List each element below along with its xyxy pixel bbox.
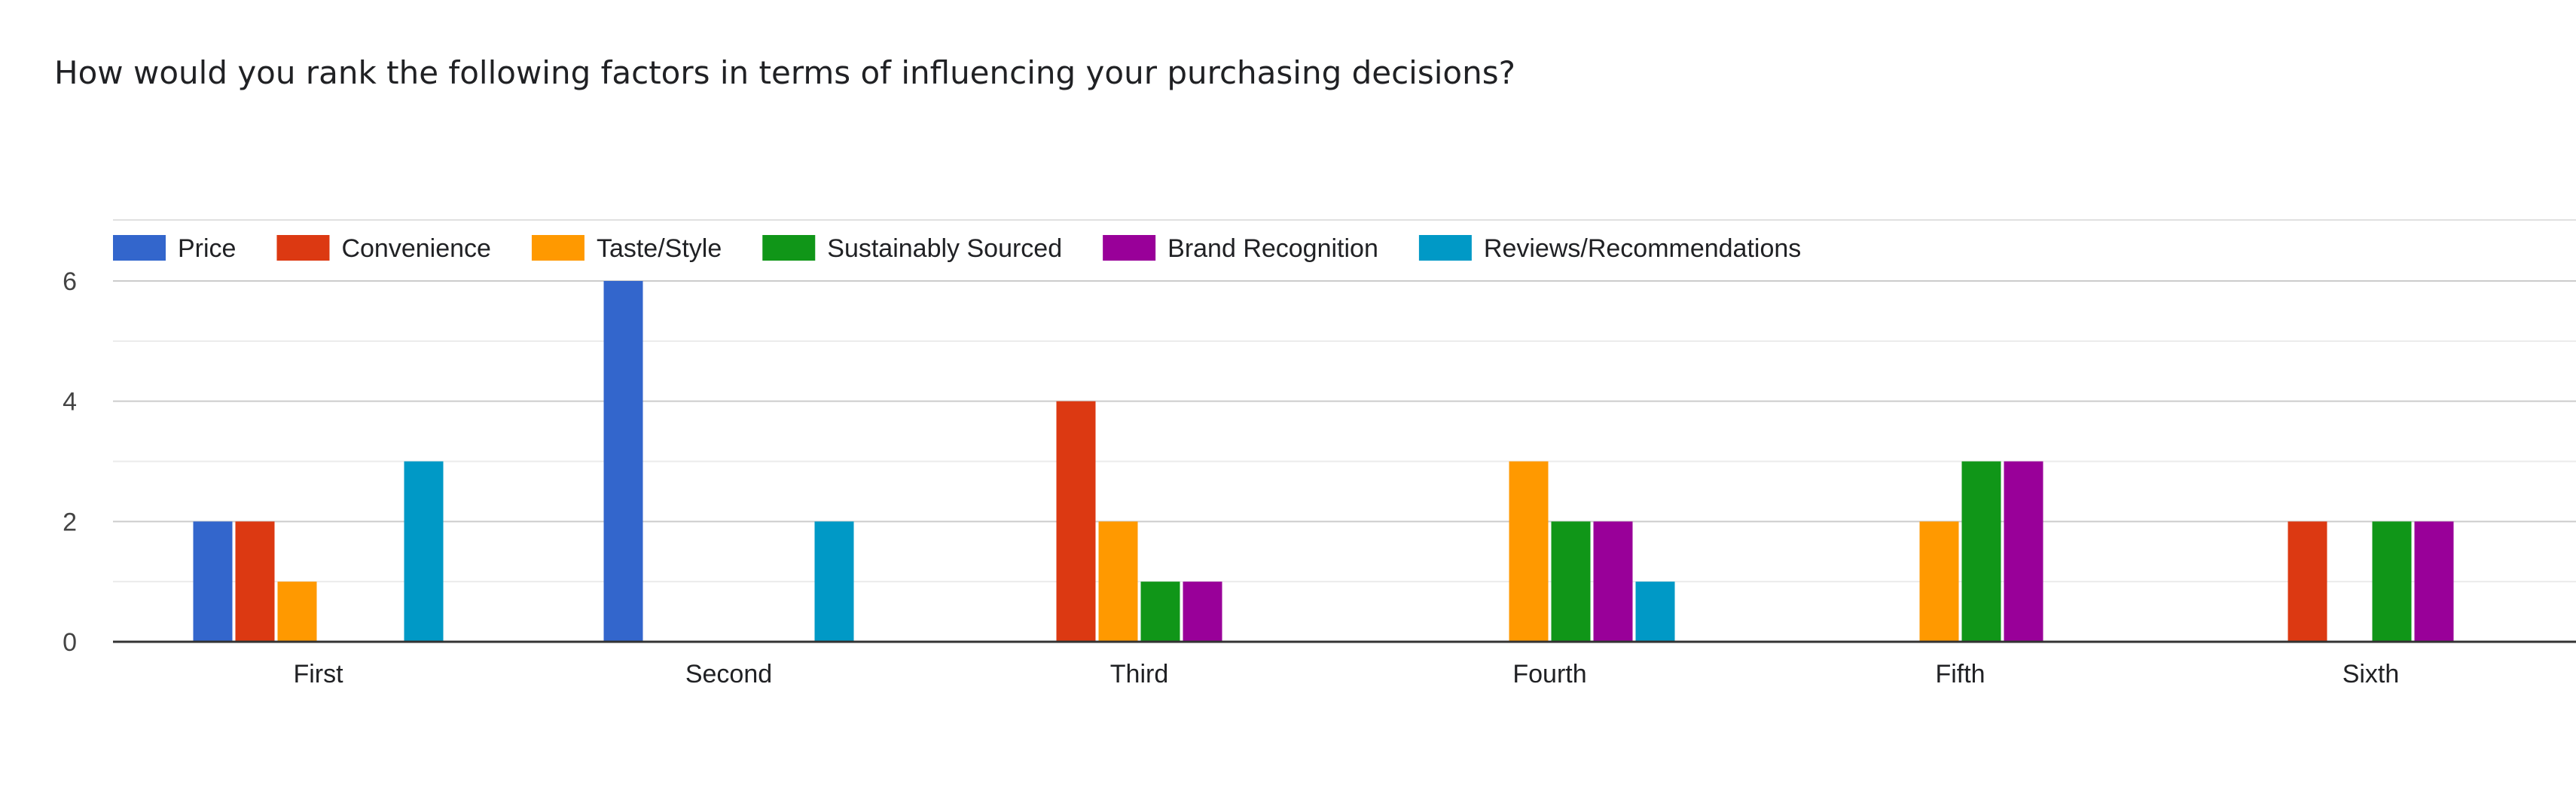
- x-tick-label: Sixth: [2343, 660, 2400, 688]
- bar: [1593, 521, 1633, 642]
- legend-label: Reviews/Recommendations: [1484, 234, 1801, 263]
- chart-title: How would you rank the following factors…: [54, 54, 1515, 91]
- bars: [193, 281, 2454, 642]
- bar: [1509, 461, 1549, 642]
- x-tick-label: Second: [685, 660, 772, 688]
- legend-swatch: [531, 235, 584, 261]
- bar: [404, 461, 444, 642]
- y-tick-label: 6: [63, 267, 77, 296]
- legend-swatch: [1103, 235, 1156, 261]
- gridlines: [113, 219, 2576, 583]
- bar: [603, 281, 643, 642]
- bar: [235, 521, 275, 642]
- axes: 0 2 4 6 First Second Third Fourth Fifth Sixth: [63, 267, 2576, 688]
- legend: Price Convenience Taste/Style Sustainably S…: [113, 234, 1801, 263]
- bar: [1919, 521, 1959, 642]
- x-tick-label: Fifth: [1935, 660, 1985, 688]
- x-tick-label: Fourth: [1512, 660, 1586, 688]
- bar: [193, 521, 233, 642]
- bar: [1098, 521, 1138, 642]
- bar: [2288, 521, 2327, 642]
- bar: [2004, 461, 2043, 642]
- y-tick-label: 4: [63, 388, 77, 417]
- bar: [1635, 582, 1675, 642]
- y-tick-label: 0: [63, 628, 77, 657]
- legend-label: Brand Recognition: [1167, 234, 1378, 263]
- bar: [277, 582, 317, 642]
- legend-swatch: [113, 235, 166, 261]
- legend-label: Sustainably Sourced: [827, 234, 1062, 263]
- bar: [2414, 521, 2454, 642]
- x-tick-label: Third: [1110, 660, 1168, 688]
- legend-label: Convenience: [341, 234, 490, 263]
- legend-swatch: [1418, 235, 1472, 261]
- y-tick-label: 2: [63, 508, 77, 536]
- legend-swatch: [762, 235, 816, 261]
- legend-label: Price: [178, 234, 236, 263]
- bar: [2372, 521, 2412, 642]
- bar: [1551, 521, 1591, 642]
- legend-swatch: [276, 235, 330, 261]
- bar: [1183, 582, 1222, 642]
- bar: [1056, 401, 1096, 642]
- bar: [814, 521, 854, 642]
- x-tick-label: First: [293, 660, 343, 688]
- bar: [1961, 461, 2001, 642]
- legend-label: Taste/Style: [597, 234, 722, 263]
- bar: [1140, 582, 1180, 642]
